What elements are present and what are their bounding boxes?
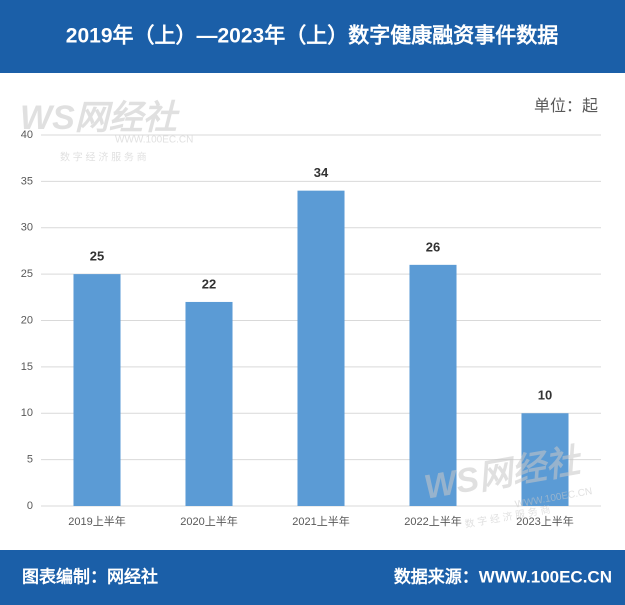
data-label: 26 bbox=[426, 239, 440, 254]
data-label: 25 bbox=[90, 249, 104, 264]
data-label: 10 bbox=[538, 388, 552, 403]
bar bbox=[409, 264, 457, 506]
watermark-logo: WS网经社 bbox=[20, 99, 181, 137]
y-tick-label: 20 bbox=[21, 314, 33, 326]
y-tick-label: 15 bbox=[21, 361, 33, 373]
y-tick-label: 30 bbox=[21, 222, 33, 234]
x-tick-label: 2021上半年 bbox=[292, 514, 349, 528]
bar bbox=[73, 274, 121, 506]
y-tick-label: 0 bbox=[27, 500, 33, 512]
x-tick-label: 2023上半年 bbox=[516, 514, 573, 528]
data-label: 22 bbox=[202, 276, 216, 291]
unit-label: 单位：起 bbox=[534, 97, 598, 115]
x-tick-label: 2019上半年 bbox=[68, 514, 125, 528]
y-tick-label: 35 bbox=[21, 175, 33, 187]
y-tick-label: 5 bbox=[27, 454, 33, 466]
footer-right: 数据来源：WWW.100EC.CN bbox=[394, 566, 612, 586]
watermark-url: WWW.100EC.CN bbox=[115, 135, 193, 146]
watermark-tagline: 数 字 经 济 服 务 商 bbox=[60, 151, 147, 164]
footer-left: 图表编制：网经社 bbox=[22, 566, 158, 586]
bar bbox=[521, 413, 569, 506]
y-tick-label: 25 bbox=[21, 268, 33, 280]
header-bar bbox=[0, 0, 625, 73]
x-tick-label: 2020上半年 bbox=[180, 514, 237, 528]
y-tick-label: 40 bbox=[21, 129, 33, 141]
data-label: 34 bbox=[314, 165, 329, 180]
bar bbox=[185, 301, 233, 506]
footer-bar bbox=[0, 550, 625, 605]
chart-title: 2019年（上）—2023年（上）数字健康融资事件数据 bbox=[66, 24, 558, 48]
bar bbox=[297, 190, 345, 506]
y-tick-label: 10 bbox=[21, 407, 33, 419]
x-tick-label: 2022上半年 bbox=[404, 514, 461, 528]
